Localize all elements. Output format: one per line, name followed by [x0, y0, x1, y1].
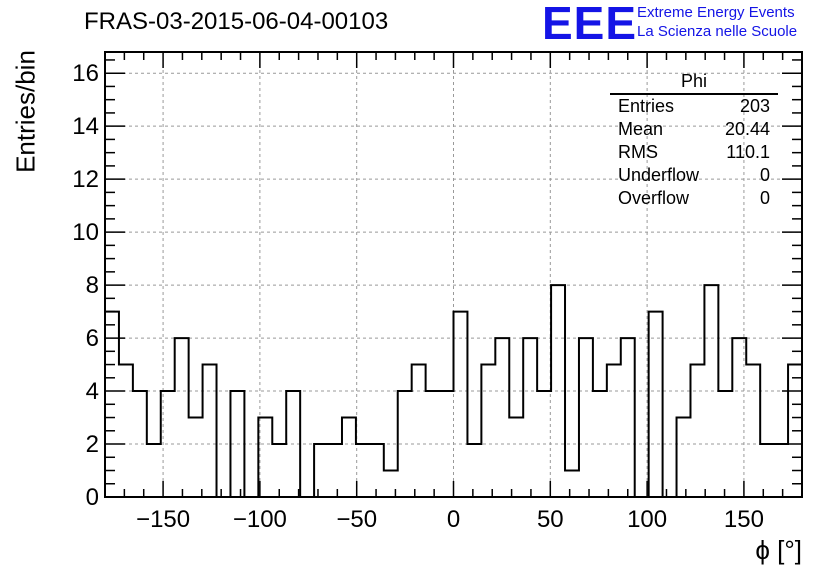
y-tick-label: 4	[86, 378, 99, 405]
y-tick-label: 0	[86, 484, 99, 511]
stats-row: Mean 20.44	[610, 118, 778, 141]
stats-row: RMS 110.1	[610, 141, 778, 164]
x-axis-label: ϕ [°]	[755, 535, 802, 565]
stats-label: Overflow	[618, 188, 690, 208]
x-tick-label: −150	[136, 506, 190, 533]
y-tick-label: 14	[72, 113, 99, 140]
stats-row: Entries 203	[610, 95, 778, 118]
logo-line-1: Extreme Energy Events	[637, 4, 795, 21]
x-tick-label: 150	[724, 506, 764, 533]
x-tick-label: −50	[336, 506, 377, 533]
stats-value: 203	[739, 96, 770, 116]
stats-value: 0	[759, 188, 770, 208]
stats-label: RMS	[618, 142, 658, 162]
stats-box: Phi Entries 203 Mean 20.44 RMS 110.1 Underflow…	[610, 70, 778, 210]
logo-line-2: La Scienza nelle Scuole	[637, 23, 798, 40]
x-tick-label: 100	[627, 506, 667, 533]
y-tick-label: 10	[72, 219, 99, 246]
stats-label: Mean	[618, 119, 664, 139]
y-tick-label: 8	[86, 272, 99, 299]
stats-value: 110.1	[726, 142, 770, 162]
x-tick-label: 50	[537, 506, 564, 533]
eee-logo-text: Extreme Energy Events La Scienza nelle S…	[637, 3, 797, 41]
stats-row: Underflow 0	[610, 164, 778, 187]
histogram-series-line	[104, 284, 803, 498]
stats-value: 0	[759, 165, 770, 185]
chart-title: FRAS-03-2015-06-04-00103	[84, 8, 389, 35]
y-tick-label: 12	[72, 166, 99, 193]
x-tick-label: −100	[233, 506, 287, 533]
stats-row: Overflow 0	[610, 187, 778, 210]
stats-label: Entries	[618, 96, 675, 116]
x-tick-label: 0	[447, 506, 460, 533]
y-tick-label: 6	[86, 325, 99, 352]
stats-label: Underflow	[618, 165, 700, 185]
y-tick-label: 2	[86, 431, 99, 458]
eee-logo-mark: EEE	[542, 0, 638, 49]
stats-value: 20.44	[724, 119, 770, 139]
y-tick-label: 16	[72, 60, 99, 87]
stats-title: Phi	[610, 70, 778, 95]
